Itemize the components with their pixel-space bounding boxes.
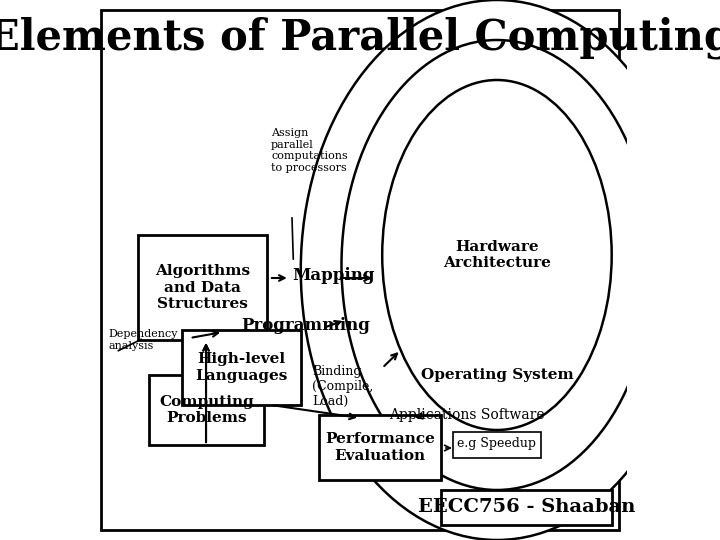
Text: Dependency
analysis: Dependency analysis: [108, 329, 178, 351]
Text: Programming: Programming: [241, 316, 370, 334]
Text: Operating System: Operating System: [420, 368, 573, 382]
Bar: [182, 330, 301, 405]
Text: Binding
(Compile,
Load): Binding (Compile, Load): [312, 365, 373, 408]
Text: Applications Software: Applications Software: [390, 408, 545, 422]
Bar: [149, 375, 264, 445]
Text: EECC756 - Shaaban: EECC756 - Shaaban: [418, 498, 635, 516]
Text: e.g Speedup: e.g Speedup: [457, 437, 536, 450]
Text: High-level
Languages: High-level Languages: [195, 353, 288, 383]
Ellipse shape: [301, 0, 693, 540]
Ellipse shape: [382, 80, 612, 430]
Text: Computing
Problems: Computing Problems: [159, 395, 253, 425]
Bar: [453, 432, 541, 458]
Text: Elements of Parallel Computing: Elements of Parallel Computing: [0, 17, 720, 59]
Bar: [441, 490, 612, 525]
Text: Hardware
Architecture: Hardware Architecture: [443, 240, 551, 270]
Text: Mapping: Mapping: [292, 267, 374, 284]
Bar: [138, 235, 267, 340]
Text: Performance
Evaluation: Performance Evaluation: [325, 433, 436, 463]
Text: Algorithms
and Data
Structures: Algorithms and Data Structures: [155, 264, 251, 310]
Text: Assign
parallel
computations
to processors: Assign parallel computations to processo…: [271, 128, 348, 173]
Ellipse shape: [341, 40, 652, 490]
Bar: [319, 415, 441, 480]
